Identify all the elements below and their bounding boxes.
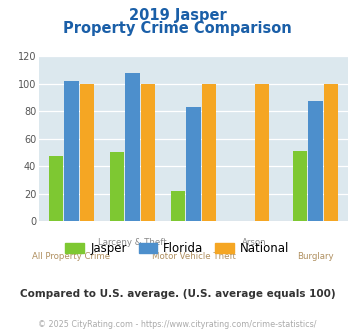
Text: Motor Vehicle Theft: Motor Vehicle Theft	[152, 252, 235, 261]
Text: Burglary: Burglary	[297, 252, 334, 261]
Bar	[308, 101, 323, 221]
Bar	[293, 151, 307, 221]
Bar	[171, 191, 185, 221]
Text: 2019 Jasper: 2019 Jasper	[129, 8, 226, 23]
Text: All Property Crime: All Property Crime	[32, 252, 110, 261]
Text: Property Crime Comparison: Property Crime Comparison	[63, 21, 292, 36]
Bar	[255, 83, 269, 221]
Bar	[64, 81, 78, 221]
Bar	[49, 156, 63, 221]
Text: Arson: Arson	[242, 238, 267, 247]
Bar	[141, 83, 155, 221]
Bar	[125, 73, 140, 221]
Legend: Jasper, Florida, National: Jasper, Florida, National	[61, 237, 294, 260]
Text: Larceny & Theft: Larceny & Theft	[98, 238, 167, 247]
Bar	[186, 107, 201, 221]
Text: Compared to U.S. average. (U.S. average equals 100): Compared to U.S. average. (U.S. average …	[20, 289, 335, 299]
Bar	[202, 83, 216, 221]
Bar	[80, 83, 94, 221]
Bar	[324, 83, 338, 221]
Bar	[110, 152, 124, 221]
Text: © 2025 CityRating.com - https://www.cityrating.com/crime-statistics/: © 2025 CityRating.com - https://www.city…	[38, 320, 317, 329]
